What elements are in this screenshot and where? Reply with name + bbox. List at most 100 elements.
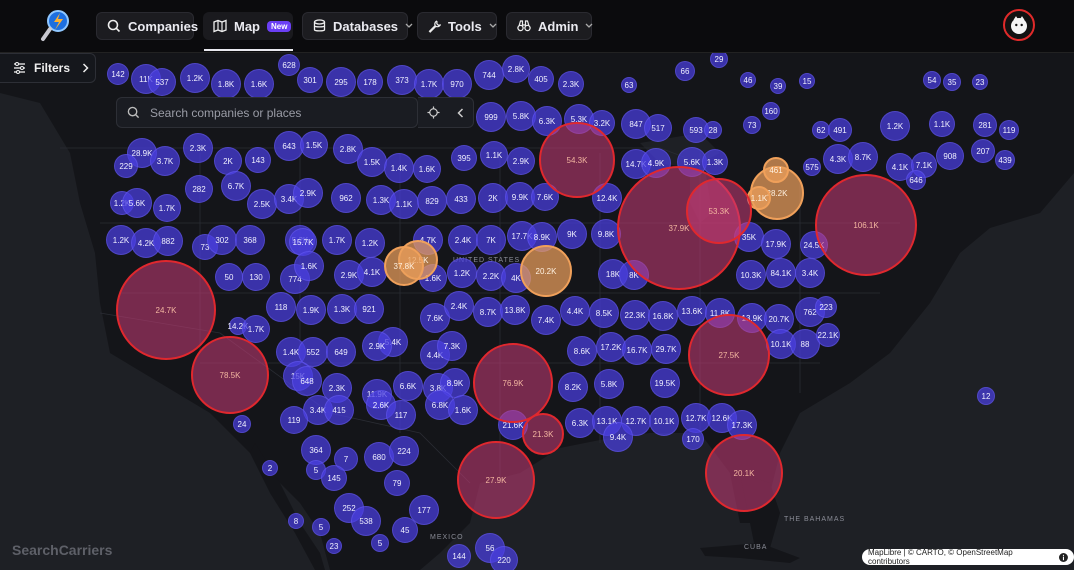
map-cluster-s[interactable]: 143 [245,147,271,173]
map-cluster-s[interactable]: 9.8K [591,219,621,249]
map-cluster-s[interactable]: 295 [326,67,356,97]
map-cluster-s[interactable]: 19.5K [650,368,680,398]
map-cluster-s[interactable]: 2.9K [293,178,323,208]
map-cluster-s[interactable]: 1.2K [880,111,910,141]
map-cluster-s[interactable]: 5.8K [506,101,536,131]
map-cluster-s[interactable]: 144 [447,544,471,568]
map-cluster-s[interactable]: 66 [675,61,695,81]
map-cluster-s[interactable]: 9.9K [505,182,535,212]
map-cluster-s[interactable]: 1.3K [702,149,728,175]
map-cluster-s[interactable]: 8.6K [567,336,597,366]
map-cluster-s[interactable]: 17.9K [761,229,791,259]
nav-companies[interactable]: Companies [96,12,198,40]
map-cluster-s[interactable]: 1.6K [448,395,478,425]
map-cluster-s[interactable]: 22.1K [816,323,840,347]
map-cluster-s[interactable]: 7.4K [531,305,561,335]
map-cluster-s[interactable]: 415 [324,395,354,425]
map-cluster-s[interactable]: 84.1K [766,258,796,288]
map-cluster-s[interactable]: 643 [274,131,304,161]
map-cluster-s[interactable]: 224 [389,436,419,466]
map-cluster-s[interactable]: 646 [906,170,926,190]
map-cluster-s[interactable]: 145 [321,465,347,491]
map-cluster-s[interactable]: 46 [740,72,756,88]
map-cluster-s[interactable]: 63 [621,77,637,93]
map-cluster-l[interactable]: 53.3K [686,178,752,244]
map-cluster-s[interactable]: 2K [478,183,508,213]
map-cluster-s[interactable]: 395 [451,145,477,171]
map-cluster-s[interactable]: 1.6K [244,69,274,99]
map-cluster-s[interactable]: 491 [828,118,852,142]
map-cluster-s[interactable]: 22.3K [620,300,650,330]
map-cluster-s[interactable]: 281 [973,113,997,137]
nav-tools[interactable]: Tools [417,12,497,40]
map-cluster-s[interactable]: 921 [354,294,384,324]
map-cluster-s[interactable]: 4.4K [560,296,590,326]
map-cluster-s[interactable]: 373 [387,65,417,95]
map-cluster-s[interactable]: 4.1K [357,257,387,287]
map-cluster-s[interactable]: 8.9K [440,368,470,398]
map-cluster-s[interactable]: 229 [114,154,138,178]
map-cluster-s[interactable]: 433 [446,184,476,214]
map-cluster-s[interactable]: 1.5K [357,147,387,177]
map-cluster-s[interactable]: 1.8K [211,69,241,99]
map-cluster-s[interactable]: 9.4K [603,422,633,452]
map-cluster-s[interactable]: 88 [790,329,820,359]
map-cluster-s[interactable]: 2.5K [247,189,277,219]
map-cluster-s[interactable]: 1.6K [413,155,441,183]
map-cluster-s[interactable]: 1.2K [447,258,477,288]
map-cluster-s[interactable]: 5.8K [594,369,624,399]
map-cluster-s[interactable]: 7K [476,225,506,255]
map-cluster-s[interactable]: 28 [704,121,722,139]
map-cluster-s[interactable]: 119 [999,120,1019,140]
map-cluster-s[interactable]: 538 [351,506,381,536]
map-cluster-s[interactable]: 999 [476,102,506,132]
map-cluster-l[interactable]: 76.9K [473,343,553,423]
map-cluster-s[interactable]: 2.3K [558,71,584,97]
map-cluster-s[interactable]: 439 [995,150,1015,170]
info-icon[interactable] [1059,552,1068,562]
map-cluster-s[interactable]: 45 [392,517,418,543]
map-cluster-m[interactable]: 20.2K [520,245,572,297]
map-cluster-s[interactable]: 117 [386,400,416,430]
map-cluster-s[interactable]: 1.2K [180,63,210,93]
map-cluster-s[interactable]: 1.5K [300,131,328,159]
map-cluster-m[interactable]: 461 [763,157,789,183]
map-cluster-s[interactable]: 16.8K [648,301,678,331]
map-cluster-s[interactable]: 1.3K [327,294,357,324]
map-cluster-s[interactable]: 1.6K [294,251,324,281]
map-cluster-s[interactable]: 8 [288,513,304,529]
map-cluster-s[interactable]: 10.3K [736,260,766,290]
map-cluster-s[interactable]: 9K [557,219,587,249]
map-cluster-s[interactable]: 2.8K [502,55,530,83]
map-cluster-s[interactable]: 3.7K [150,146,180,176]
map-cluster-s[interactable]: 1.1K [389,189,419,219]
map-cluster-s[interactable]: 648 [292,366,322,396]
map-cluster-s[interactable]: 13.6K [677,296,707,326]
map-cluster-s[interactable]: 8.5K [589,298,619,328]
map-cluster-s[interactable]: 170 [682,428,704,450]
user-avatar[interactable] [1003,9,1035,41]
map-cluster-l[interactable]: 27.9K [457,441,535,519]
map-cluster-s[interactable]: 8.7K [473,297,503,327]
filters-button[interactable]: Filters [0,53,96,83]
map-cluster-s[interactable]: 7.3K [437,331,467,361]
map-cluster-s[interactable]: 1.1K [929,111,955,137]
map-cluster-s[interactable]: 301 [297,67,323,93]
map-cluster-s[interactable]: 2.9K [362,331,392,361]
map-cluster-s[interactable]: 628 [278,54,300,76]
map-cluster-s[interactable]: 24 [233,415,251,433]
map-cluster-l[interactable]: 54.3K [539,122,615,198]
map-cluster-s[interactable]: 962 [331,183,361,213]
map-cluster-m[interactable]: 37.8K [384,246,424,286]
map-cluster-s[interactable]: 23 [326,538,342,554]
map-cluster-s[interactable]: 2.3K [183,133,213,163]
map-cluster-s[interactable]: 517 [644,114,672,142]
map-cluster-s[interactable]: 73 [743,116,761,134]
map-cluster-l[interactable]: 24.7K [116,260,216,360]
map-cluster-s[interactable]: 142 [107,63,129,85]
map-cluster-s[interactable]: 207 [971,139,995,163]
map-cluster-s[interactable]: 13.8K [500,295,530,325]
map-cluster-s[interactable]: 118 [266,292,296,322]
map-cluster-s[interactable]: 970 [442,69,472,99]
map-cluster-s[interactable]: 178 [357,69,383,95]
